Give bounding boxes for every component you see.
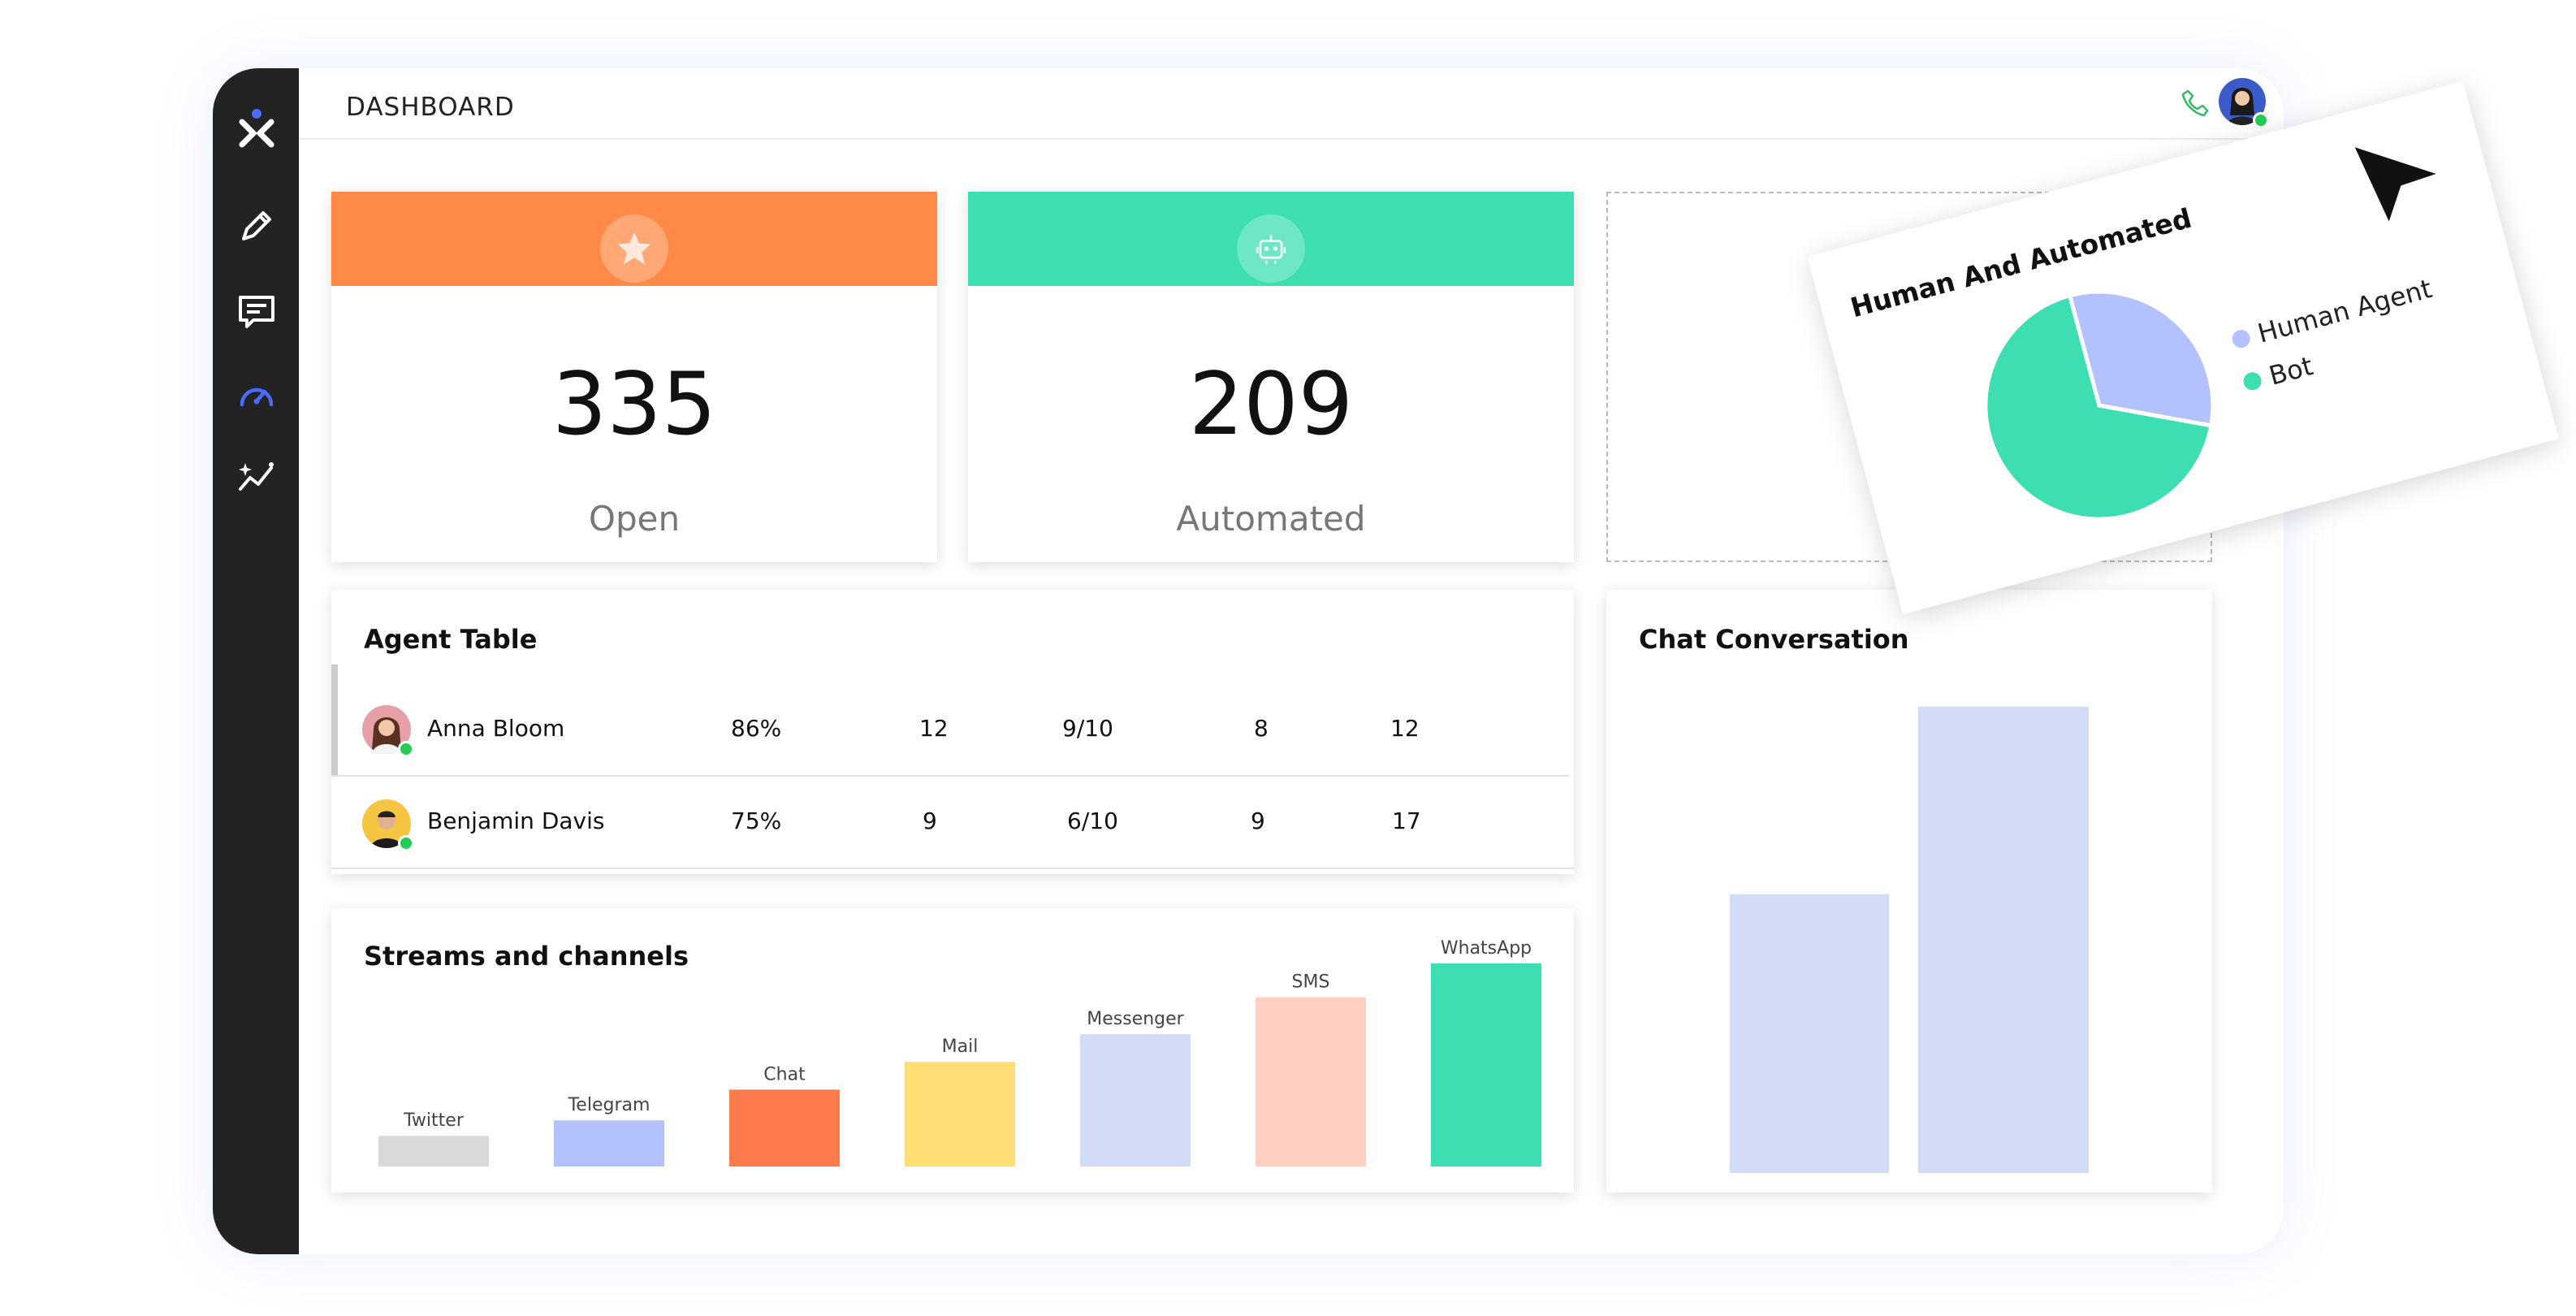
legend-label: Human Agent: [2254, 273, 2436, 349]
stat-value: 209: [1188, 354, 1354, 454]
table-cell: 75%: [731, 807, 782, 834]
phone-icon[interactable]: [2180, 86, 2212, 119]
bar-label: Chat: [763, 1064, 806, 1084]
page-title: DASHBOARD: [346, 93, 515, 122]
bar-whatsapp[interactable]: [1431, 963, 1541, 1167]
legend-swatch: [2243, 372, 2262, 391]
table-cell: 17: [1392, 807, 1421, 834]
star-icon: [600, 214, 668, 283]
pie-slice-bot[interactable]: [1960, 269, 2228, 544]
speedometer-icon[interactable]: [234, 372, 279, 418]
stat-card-header: [331, 192, 937, 286]
bar-messenger[interactable]: [1080, 1034, 1191, 1167]
table-row[interactable]: Anna Bloom 86% 12 9/10 8 12: [331, 682, 1569, 777]
bar-sms[interactable]: [1256, 997, 1366, 1167]
table-cell: 6/10: [1067, 807, 1118, 834]
robot-icon: [1237, 214, 1305, 283]
pie-chart-popup[interactable]: Human And Automated Human Agent Bot: [1807, 80, 2559, 615]
online-status-dot: [398, 835, 414, 851]
bar-chat[interactable]: [729, 1089, 840, 1167]
table-cell: 12: [1390, 715, 1420, 742]
legend-swatch: [2232, 330, 2250, 348]
bar-label: WhatsApp: [1441, 938, 1532, 959]
top-bar: DASHBOARD: [299, 68, 2284, 140]
stat-label: Automated: [1176, 499, 1366, 539]
chat-bar[interactable]: [1918, 706, 2089, 1173]
table-scroll-indicator[interactable]: [331, 664, 338, 775]
agent-name: Benjamin Davis: [427, 807, 605, 834]
stat-card-open[interactable]: 335 Open: [331, 192, 937, 562]
chat-conversation-card: Chat Conversation: [1606, 590, 2212, 1193]
table-cell: 8: [1254, 715, 1269, 742]
pie-slice-human-agent[interactable]: [2067, 266, 2222, 452]
streams-bar-chart: Twitter Telegram Chat Mail Messenger SMS Whats…: [378, 938, 1541, 1167]
main-area: DASHBOARD: [299, 68, 2284, 1254]
stat-card-automated[interactable]: 209 Automated: [968, 192, 1574, 562]
online-status-dot: [398, 741, 414, 757]
stat-value: 335: [551, 354, 717, 454]
analytics-icon[interactable]: [234, 453, 279, 499]
bar-label: SMS: [1292, 972, 1330, 993]
agent-table-title: Agent Table: [364, 624, 538, 655]
bar-telegram[interactable]: [554, 1120, 664, 1167]
bar-label: Twitter: [403, 1110, 465, 1131]
table-cell: 12: [919, 715, 949, 742]
table-cell: 86%: [731, 715, 782, 742]
mouse-cursor-icon: [2350, 143, 2443, 227]
agent-name: Anna Bloom: [427, 715, 565, 742]
stat-card-header: [968, 192, 1574, 286]
streams-channels-card: Streams and channels Twitter Telegram Chat…: [331, 908, 1574, 1193]
bar-mail[interactable]: [905, 1062, 1015, 1167]
online-status-dot: [2253, 112, 2269, 128]
table-row[interactable]: Benjamin Davis 75% 9 6/10 9 17: [331, 775, 1574, 869]
chat-icon[interactable]: [234, 289, 279, 335]
stat-label: Open: [588, 499, 681, 539]
logo-icon[interactable]: [234, 106, 279, 151]
table-cell: 9/10: [1062, 715, 1113, 742]
sidebar: [213, 68, 299, 1254]
chat-conversation-bar-chart: [1730, 706, 2089, 1173]
chat-bar[interactable]: [1730, 894, 1889, 1173]
chat-conversation-title: Chat Conversation: [1639, 624, 1909, 655]
bar-label: Messenger: [1087, 1009, 1184, 1029]
pencil-icon[interactable]: [234, 203, 279, 249]
streams-title: Streams and channels: [364, 941, 689, 972]
bar-twitter[interactable]: [378, 1136, 489, 1167]
table-cell: 9: [923, 807, 937, 834]
legend-label: Bot: [2266, 350, 2316, 392]
table-cell: 9: [1251, 807, 1265, 834]
bar-label: Mail: [942, 1037, 979, 1057]
bar-label: Telegram: [568, 1095, 650, 1115]
agent-table-card: Agent Table Anna Bloom 86% 12 9/10 8 12 …: [331, 590, 1574, 874]
